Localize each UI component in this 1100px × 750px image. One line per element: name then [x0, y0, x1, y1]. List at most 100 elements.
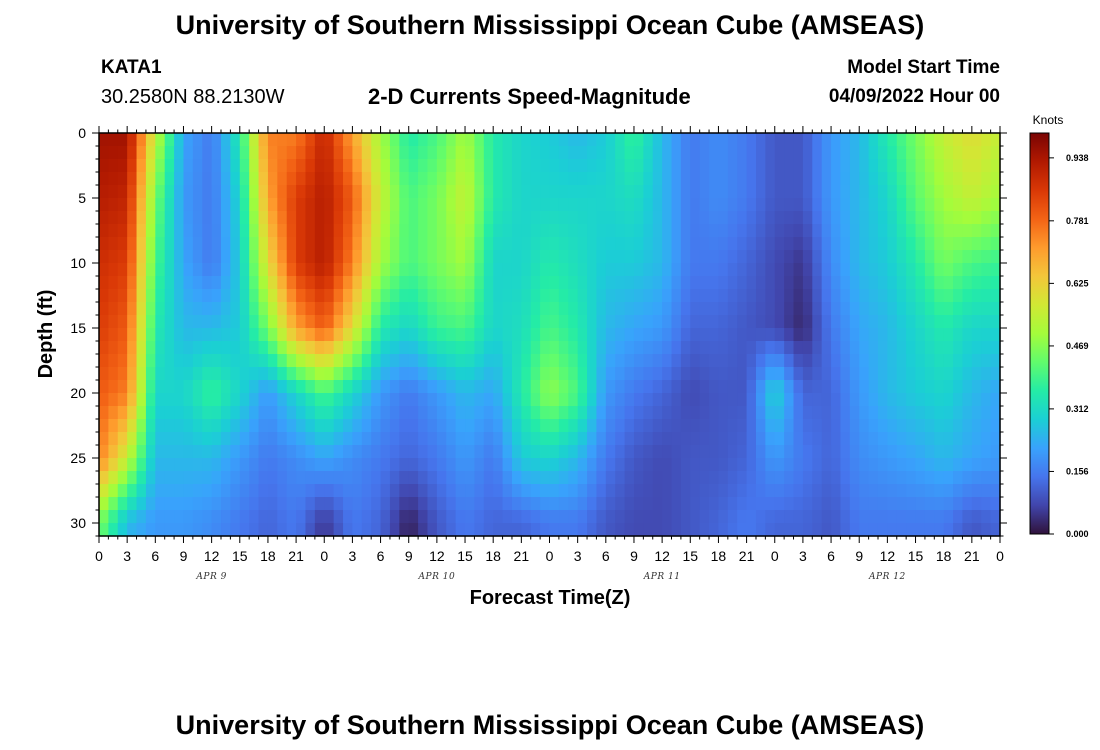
heatmap-cell	[727, 393, 738, 407]
heatmap-cell	[934, 419, 945, 433]
heatmap-cell	[249, 224, 260, 238]
heatmap-cell	[455, 198, 466, 212]
heatmap-cell	[690, 224, 701, 238]
heatmap-cell	[277, 354, 288, 368]
heatmap-cell	[652, 133, 663, 147]
heatmap-cell	[117, 250, 128, 264]
heatmap-cell	[427, 484, 438, 498]
heatmap-cell	[915, 406, 926, 420]
heatmap-cell	[174, 445, 185, 459]
heatmap-cell	[221, 185, 231, 199]
heatmap-cell	[202, 406, 213, 420]
heatmap-cell	[558, 497, 569, 511]
heatmap-cell	[108, 263, 119, 277]
heatmap-cell	[821, 510, 832, 524]
heatmap-cell	[314, 185, 325, 199]
heatmap-cell	[324, 224, 335, 238]
heatmap-cell	[145, 432, 156, 446]
heatmap-cell	[727, 133, 738, 147]
heatmap-cell	[474, 250, 485, 264]
heatmap-cell	[990, 276, 1001, 290]
heatmap-cell	[540, 159, 551, 173]
heatmap-cell	[784, 315, 795, 329]
heatmap-cell	[652, 276, 663, 290]
heatmap-cell	[324, 523, 335, 537]
heatmap-cell	[333, 445, 344, 459]
heatmap-cell	[680, 341, 691, 355]
heatmap-cell	[239, 419, 250, 433]
heatmap-cell	[258, 341, 269, 355]
heatmap-cell	[859, 159, 870, 173]
heatmap-cell	[662, 523, 673, 537]
heatmap-cell	[324, 406, 335, 420]
heatmap-cell	[831, 289, 842, 303]
heatmap-cell	[802, 237, 813, 251]
heatmap-cell	[249, 471, 260, 485]
heatmap-cell	[821, 224, 832, 238]
heatmap-cell	[859, 432, 870, 446]
heatmap-cell	[596, 289, 607, 303]
heatmap-cell	[755, 133, 766, 147]
heatmap-cell	[352, 289, 363, 303]
heatmap-cell	[117, 328, 128, 342]
heatmap-cell	[296, 523, 307, 537]
heatmap-cell	[793, 510, 804, 524]
station-id: KATA1	[101, 57, 162, 78]
heatmap-cell	[267, 237, 278, 251]
heatmap-cell	[305, 380, 316, 394]
heatmap-cell	[906, 302, 917, 316]
heatmap-cell	[324, 380, 335, 394]
heatmap-cell	[652, 497, 663, 511]
heatmap-cell	[493, 458, 504, 472]
heatmap-cell	[896, 250, 907, 264]
heatmap-cell	[990, 341, 1001, 355]
heatmap-cell	[427, 224, 438, 238]
heatmap-cell	[680, 146, 691, 160]
heatmap-cell	[934, 328, 945, 342]
heatmap-cell	[671, 211, 682, 225]
heatmap-cell	[549, 484, 560, 498]
heatmap-cell	[840, 393, 851, 407]
heatmap-cell	[211, 237, 222, 251]
heatmap-cell	[859, 146, 870, 160]
heatmap-cell	[239, 315, 250, 329]
heatmap-cell	[436, 367, 447, 381]
heatmap-cell	[371, 510, 382, 524]
heatmap-cell	[868, 419, 879, 433]
heatmap-cell	[399, 445, 410, 459]
heatmap-cell	[943, 224, 954, 238]
heatmap-cell	[906, 523, 917, 537]
heatmap-cell	[990, 263, 1001, 277]
heatmap-cell	[314, 432, 325, 446]
heatmap-cell	[737, 471, 748, 485]
heatmap-cell	[352, 523, 363, 537]
heatmap-cell	[812, 328, 823, 342]
heatmap-cell	[108, 393, 119, 407]
heatmap-cell	[436, 380, 447, 394]
heatmap-cell	[615, 302, 626, 316]
heatmap-cell	[202, 146, 213, 160]
heatmap-cell	[493, 302, 504, 316]
heatmap-cell	[633, 445, 644, 459]
heatmap-cell	[230, 302, 241, 316]
heatmap-cell	[455, 172, 466, 186]
heatmap-cell	[849, 276, 860, 290]
heatmap-cell	[633, 250, 644, 264]
heatmap-cell	[493, 263, 504, 277]
heatmap-cell	[915, 211, 926, 225]
heatmap-cell	[296, 328, 307, 342]
heatmap-cell	[267, 510, 278, 524]
heatmap-cell	[549, 198, 560, 212]
heatmap-cell	[136, 224, 147, 238]
heatmap-cell	[680, 159, 691, 173]
heatmap-cell	[99, 367, 109, 381]
heatmap-cell	[831, 172, 842, 186]
heatmap-cell	[455, 250, 466, 264]
heatmap-cell	[802, 133, 813, 147]
heatmap-cell	[305, 302, 316, 316]
heatmap-cell	[906, 497, 917, 511]
heatmap-cell	[849, 289, 860, 303]
heatmap-cell	[277, 523, 288, 537]
heatmap-cell	[314, 302, 325, 316]
heatmap-cell	[587, 250, 598, 264]
